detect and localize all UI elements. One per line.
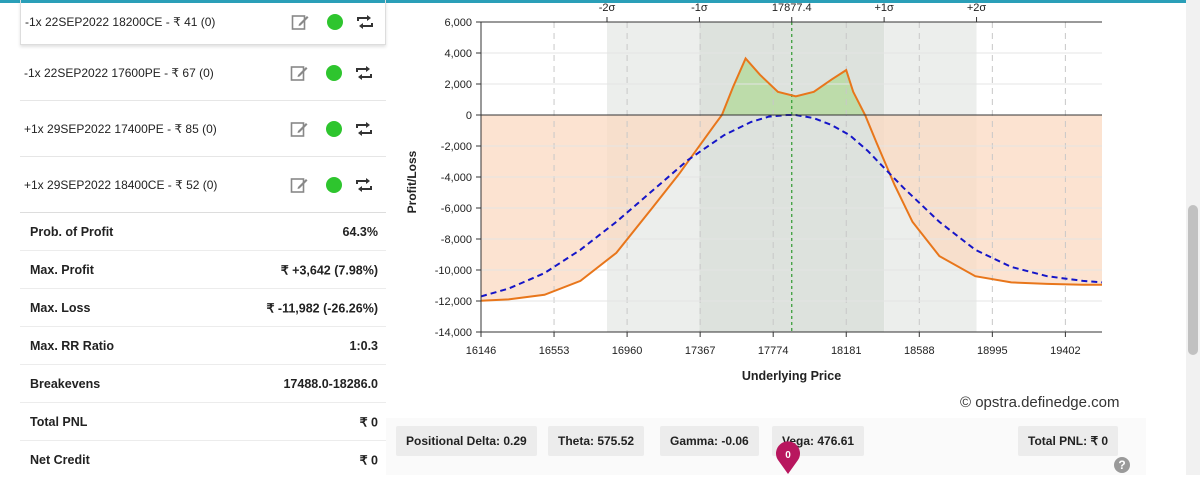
x-tick-label: 17367 [685, 345, 716, 357]
summary-label: Max. Loss [30, 300, 91, 315]
scrollbar-thumb[interactable] [1188, 205, 1198, 355]
summary-value: 17488.0-18286.0 [283, 376, 378, 391]
repeat-icon[interactable] [354, 176, 374, 194]
sigma-label: 17877.4 [772, 2, 812, 14]
theta-value: Theta: 575.52 [548, 426, 645, 456]
edit-icon[interactable] [291, 13, 309, 31]
sigma-label: -1σ [691, 2, 708, 14]
leg-label: -1x 22SEP2022 17600PE - ₹ 67 (0) [24, 65, 214, 80]
y-tick-label: -12,000 [435, 296, 472, 308]
x-tick-label: 16553 [539, 345, 570, 357]
gamma-value: Gamma: -0.06 [660, 426, 759, 456]
edit-icon[interactable] [290, 64, 308, 82]
summary-row: Max. Loss ₹ -11,982 (-26.26%) [20, 289, 386, 327]
repeat-icon[interactable] [355, 13, 375, 31]
chart-axes [476, 17, 1102, 337]
leg-actions [290, 175, 380, 195]
y-tick-label: 4,000 [444, 48, 472, 60]
y-tick-label: 0 [466, 110, 472, 122]
leg-label: +1x 29SEP2022 17400PE - ₹ 85 (0) [24, 121, 217, 136]
y-tick-label: -6,000 [441, 203, 472, 215]
loss-area [481, 115, 1102, 301]
summary-label: Max. RR Ratio [30, 338, 115, 353]
summary-row: Max. RR Ratio 1:0.3 [20, 327, 386, 365]
summary-row: Net Credit ₹ 0 [20, 441, 386, 478]
strategy-summary: Prob. of Profit 64.3% Max. Profit ₹ +3,642… [20, 212, 386, 478]
summary-row: Max. Profit ₹ +3,642 (7.98%) [20, 251, 386, 289]
y-axis-title: Profit/Loss [405, 150, 419, 213]
watermark: © opstra.definedge.com [960, 394, 1120, 411]
y-tick-label: 6,000 [444, 17, 472, 29]
expiry-payoff-line [480, 56, 1102, 302]
summary-label: Total PNL [30, 414, 88, 429]
legs-list: -1x 22SEP2022 18200CE - ₹ 41 (0) -1x 22S… [20, 0, 386, 213]
repeat-icon[interactable] [354, 120, 374, 138]
x-tick-label: 18181 [831, 345, 862, 357]
leg-actions [290, 119, 380, 139]
x-axis-title: Underlying Price [742, 369, 841, 383]
active-status-dot[interactable] [327, 14, 343, 30]
y-tick-label: -2,000 [441, 141, 472, 153]
map-pin-badge[interactable]: 0 [774, 441, 802, 475]
summary-value: 64.3% [342, 224, 378, 239]
leg-actions [291, 12, 381, 32]
edit-icon[interactable] [290, 120, 308, 138]
summary-label: Max. Profit [30, 262, 94, 277]
positional-delta: Positional Delta: 0.29 [396, 426, 537, 456]
chart-labels: 6,000 4,000 2,000 0 -2,000 -4,000 -6,000 -8,000… [405, 2, 1081, 383]
leg-actions [290, 63, 380, 83]
greeks-bar: Positional Delta: 0.29 Theta: 575.52 Gam… [386, 418, 1146, 475]
y-tick-label: -4,000 [441, 172, 472, 184]
x-tick-label: 16146 [466, 345, 497, 357]
repeat-icon[interactable] [354, 64, 374, 82]
pnl-fills [481, 58, 1102, 301]
summary-row: Prob. of Profit 64.3% [20, 213, 386, 251]
target-day-line [480, 114, 1103, 298]
scrollbar-track[interactable] [1186, 0, 1200, 475]
x-tick-label: 19402 [1050, 345, 1081, 357]
sigma-label: +2σ [967, 2, 987, 14]
payoff-chart[interactable]: 6,000 4,000 2,000 0 -2,000 -4,000 -6,000 -8,000… [398, 0, 1118, 395]
summary-value: ₹ 0 [359, 415, 378, 429]
leg-row: +1x 29SEP2022 18400CE - ₹ 52 (0) [20, 157, 386, 213]
y-tick-label: -8,000 [441, 234, 472, 246]
summary-label: Breakevens [30, 376, 101, 391]
y-tick-label: -14,000 [435, 327, 472, 339]
payoff-lines [480, 56, 1103, 302]
summary-value: ₹ 0 [359, 453, 378, 467]
leg-label: -1x 22SEP2022 18200CE - ₹ 41 (0) [25, 15, 216, 29]
leg-row: -1x 22SEP2022 17600PE - ₹ 67 (0) [20, 45, 386, 101]
profit-area [481, 58, 1102, 115]
y-tick-label: -10,000 [435, 265, 472, 277]
summary-label: Prob. of Profit [30, 224, 114, 239]
summary-row: Total PNL ₹ 0 [20, 403, 386, 441]
edit-icon[interactable] [290, 176, 308, 194]
leg-row: +1x 29SEP2022 17400PE - ₹ 85 (0) [20, 101, 386, 157]
active-status-dot[interactable] [326, 120, 342, 137]
x-tick-label: 17774 [758, 345, 789, 357]
active-status-dot[interactable] [326, 176, 342, 193]
summary-value: 1:0.3 [349, 338, 379, 353]
x-tick-label: 16960 [612, 345, 643, 357]
x-tick-label: 18995 [977, 345, 1008, 357]
help-icon[interactable]: ? [1114, 457, 1130, 473]
leg-row: -1x 22SEP2022 18200CE - ₹ 41 (0) [20, 0, 386, 45]
top-accent-bar [0, 0, 1200, 3]
summary-value: ₹ +3,642 (7.98%) [280, 263, 378, 277]
total-pnl: Total PNL: ₹ 0 [1018, 426, 1119, 456]
x-tick-label: 18588 [904, 345, 935, 357]
y-tick-label: 2,000 [444, 79, 472, 91]
sigma-label: +1σ [874, 2, 894, 14]
sigma-label: -2σ [599, 2, 616, 14]
leg-label: +1x 29SEP2022 18400CE - ₹ 52 (0) [24, 177, 218, 192]
summary-label: Net Credit [30, 452, 90, 467]
active-status-dot[interactable] [326, 64, 342, 81]
pin-badge-count: 0 [785, 450, 791, 461]
summary-row: Breakevens 17488.0-18286.0 [20, 365, 386, 403]
summary-value: ₹ -11,982 (-26.26%) [266, 301, 379, 315]
